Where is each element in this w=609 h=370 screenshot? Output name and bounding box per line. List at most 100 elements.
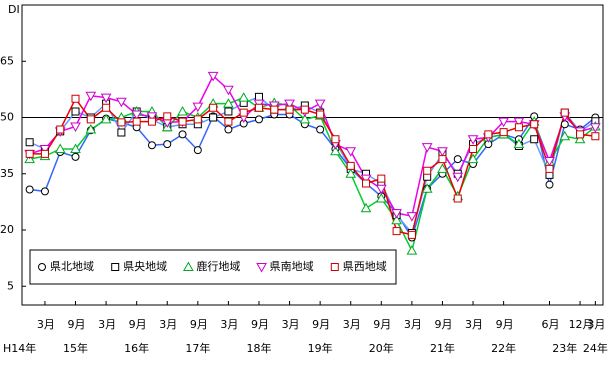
marker	[132, 117, 141, 126]
marker	[407, 230, 416, 239]
marker	[224, 117, 233, 126]
marker	[576, 130, 585, 139]
x-tick-label: 3月	[220, 318, 238, 331]
marker	[209, 103, 218, 112]
marker	[147, 117, 156, 126]
marker	[590, 123, 601, 133]
marker	[54, 143, 66, 153]
marker	[452, 172, 464, 183]
year-label: 22年	[491, 341, 516, 355]
marker	[453, 155, 462, 164]
marker	[85, 91, 97, 102]
marker	[406, 212, 418, 222]
year-label: 17年	[185, 341, 210, 355]
marker	[345, 168, 357, 178]
x-tick-label: 9月	[68, 318, 86, 331]
marker	[178, 130, 187, 139]
x-tick-label: 3月	[404, 318, 422, 331]
marker	[391, 214, 402, 225]
marker	[147, 141, 156, 150]
marker	[421, 183, 433, 193]
marker	[86, 115, 95, 124]
marker	[254, 115, 263, 124]
x-tick-label: 3月	[37, 318, 55, 331]
marker	[467, 153, 479, 164]
marker	[111, 263, 120, 271]
marker	[71, 94, 80, 103]
marker	[545, 164, 554, 173]
x-tick-label: 3月	[282, 318, 300, 331]
marker	[223, 85, 234, 96]
marker	[591, 132, 600, 141]
marker	[207, 71, 219, 82]
marker	[499, 128, 508, 137]
year-label: 15年	[63, 341, 88, 355]
marker	[316, 125, 325, 134]
year-label: H14年	[3, 341, 36, 355]
marker	[117, 118, 126, 127]
y-tick-label: 5	[7, 279, 14, 292]
marker	[406, 245, 418, 255]
marker	[254, 92, 263, 101]
year-label: 21年	[430, 341, 455, 355]
x-tick-label: 3月	[465, 318, 483, 331]
marker	[514, 123, 523, 132]
marker	[70, 143, 81, 153]
marker	[40, 149, 49, 158]
marker	[484, 130, 493, 139]
marker	[117, 128, 126, 137]
marker	[453, 194, 462, 203]
marker	[25, 138, 34, 147]
x-tick-label: 9月	[373, 318, 391, 331]
x-tick-label: 9月	[312, 318, 330, 331]
marker	[102, 103, 111, 112]
marker	[254, 103, 263, 112]
year-label: 18年	[246, 341, 271, 355]
marker	[256, 263, 267, 273]
x-tick-label: 12月	[569, 318, 594, 331]
marker	[421, 143, 433, 153]
marker	[38, 263, 46, 271]
marker	[513, 138, 525, 149]
marker	[209, 113, 218, 122]
series-line	[29, 113, 596, 240]
marker	[391, 209, 402, 219]
marker	[375, 184, 387, 195]
marker	[192, 102, 204, 113]
marker	[39, 145, 51, 155]
marker	[438, 155, 447, 164]
marker	[25, 149, 34, 158]
marker	[574, 133, 586, 144]
marker	[40, 187, 49, 196]
marker	[239, 108, 248, 117]
marker	[193, 146, 202, 155]
marker	[224, 125, 233, 134]
marker	[560, 108, 569, 117]
x-tick-label: 9月	[496, 318, 514, 331]
y-axis-label: DI	[8, 3, 20, 16]
marker	[300, 105, 309, 114]
x-tick-label: 9月	[434, 318, 452, 331]
legend: 県北地域 県央地域 鹿行地域 県南地域 県西地域	[29, 249, 397, 285]
marker	[116, 97, 127, 108]
marker	[437, 163, 448, 173]
x-tick-label: 9月	[129, 318, 147, 331]
marker	[392, 227, 401, 236]
marker	[437, 147, 448, 157]
marker	[71, 152, 80, 161]
marker	[530, 120, 539, 129]
marker	[498, 117, 509, 128]
marker	[223, 98, 234, 108]
marker	[163, 112, 172, 121]
marker	[146, 112, 158, 122]
marker	[56, 125, 65, 134]
year-label: 19年	[308, 341, 333, 355]
y-tick-label: 65	[0, 54, 14, 67]
marker	[545, 180, 554, 189]
marker	[100, 113, 112, 124]
marker	[284, 99, 295, 110]
year-label: 16年	[124, 341, 149, 355]
year-label: 20年	[369, 341, 394, 355]
marker	[193, 115, 202, 124]
